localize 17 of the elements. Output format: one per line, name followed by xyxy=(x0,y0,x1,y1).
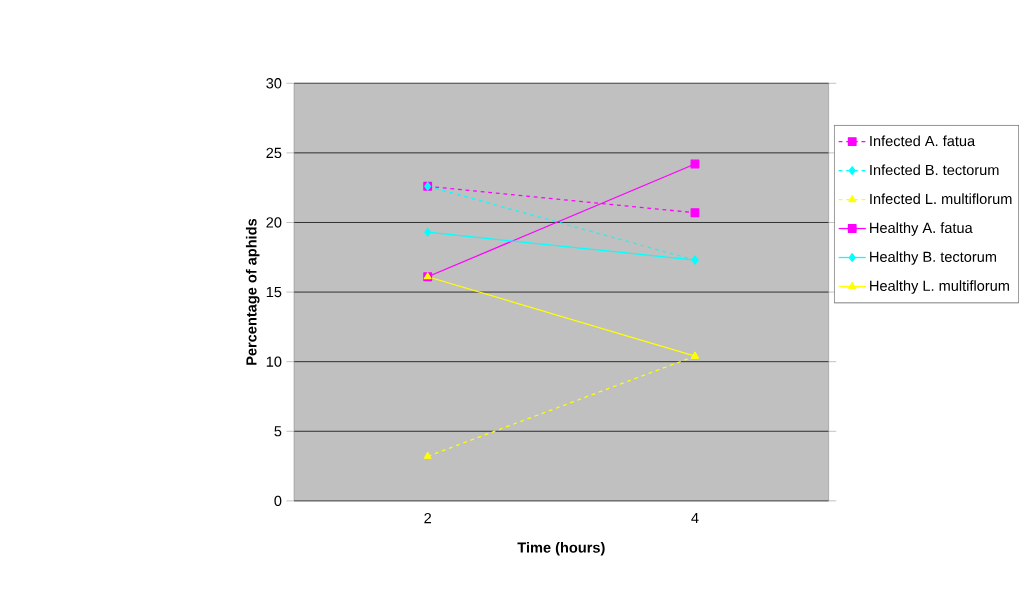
y-tick-label: 30 xyxy=(266,77,282,89)
y-tick-label: 5 xyxy=(274,425,282,437)
x-tick-label: 4 xyxy=(691,512,699,523)
y-tick-label: 15 xyxy=(266,286,282,297)
x-axis-title: Time (hours) xyxy=(517,541,605,556)
y-tick-label: 25 xyxy=(266,147,282,158)
legend-label: Infected A. fatua xyxy=(870,135,976,146)
legend-label: Infected L. multiflorum xyxy=(870,193,1012,204)
x-tick-label: 2 xyxy=(424,512,432,523)
y-tick-label: 0 xyxy=(274,495,282,506)
legend-label: Infected B. tectorum xyxy=(870,164,999,175)
y-tick-label: 10 xyxy=(266,356,282,367)
y-tick-label: 20 xyxy=(266,217,282,228)
legend-label: Healthy B. tectorum xyxy=(870,251,997,265)
legend-label: Healthy A. fatua xyxy=(870,222,973,236)
y-axis-title: Percentage of aphids xyxy=(245,218,260,365)
legend-label: Healthy L. multiflorum xyxy=(870,280,1009,294)
